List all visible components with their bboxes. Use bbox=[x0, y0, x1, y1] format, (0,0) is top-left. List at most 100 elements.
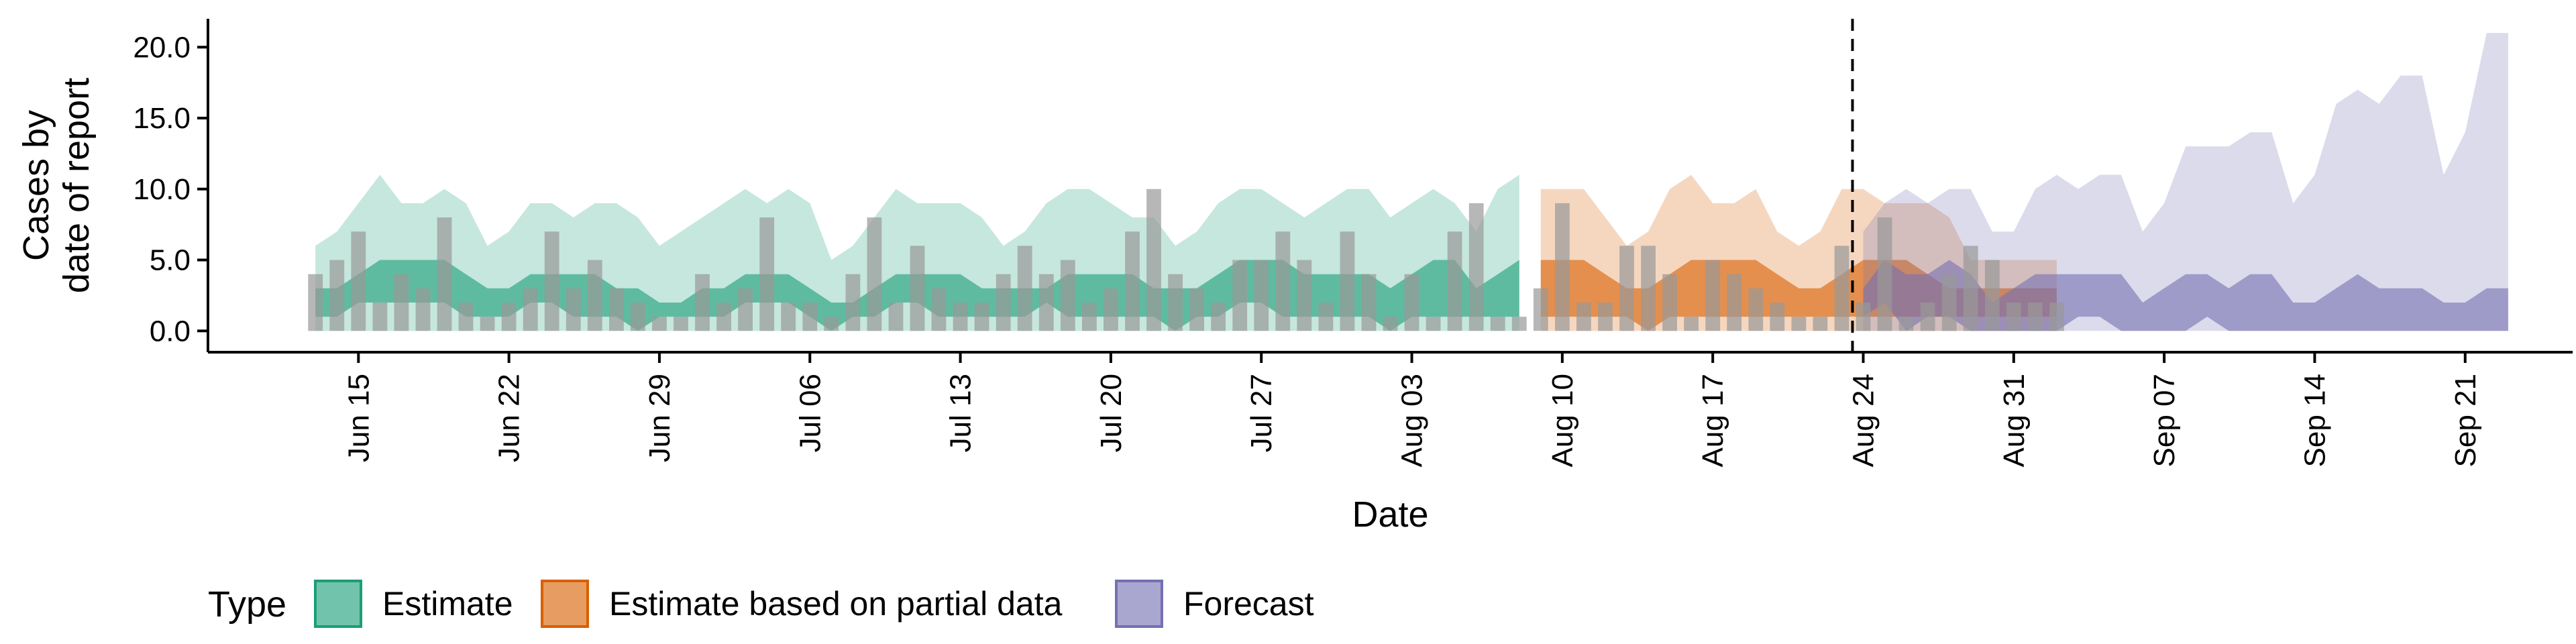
report-bar bbox=[1705, 260, 1721, 331]
report-bar bbox=[996, 274, 1011, 331]
x-tick-label: Jun 22 bbox=[493, 374, 526, 462]
x-tick-label: Sep 14 bbox=[2299, 374, 2332, 467]
legend: Type Estimate Estimate based on partial d… bbox=[208, 580, 1314, 628]
legend-title: Type bbox=[208, 584, 286, 625]
report-bar bbox=[1468, 203, 1484, 331]
x-tick-label: Aug 10 bbox=[1546, 374, 1579, 467]
report-bar bbox=[845, 274, 861, 331]
report-bar bbox=[1576, 303, 1591, 331]
legend-label-partial: Estimate based on partial data bbox=[609, 585, 1063, 623]
report-bar bbox=[974, 303, 989, 331]
x-tick-label: Jun 15 bbox=[342, 374, 375, 462]
report-bar bbox=[1813, 317, 1828, 331]
report-bar bbox=[631, 303, 645, 331]
report-bar bbox=[1361, 274, 1377, 331]
x-axis-ticks: Jun 15 Jun 22 Jun 29 Jul 06 Jul 13 Jul 20 Jul … bbox=[342, 352, 2482, 467]
report-bar bbox=[1727, 274, 1742, 331]
report-bar bbox=[1898, 317, 1914, 331]
legend-swatch-estimate bbox=[314, 580, 362, 628]
legend-label-estimate: Estimate bbox=[382, 585, 513, 623]
report-bar bbox=[1038, 274, 1054, 331]
report-bar bbox=[1082, 303, 1097, 331]
report-bar bbox=[2049, 303, 2064, 331]
report-bar bbox=[910, 246, 925, 331]
report-bar bbox=[523, 288, 538, 331]
y-tick-label: 15.0 bbox=[133, 102, 191, 135]
report-bar bbox=[437, 217, 452, 331]
report-bar bbox=[716, 303, 731, 331]
report-bar bbox=[458, 303, 474, 331]
report-bar bbox=[1877, 217, 1892, 331]
report-bar bbox=[1555, 203, 1570, 331]
legend-swatch-partial bbox=[541, 580, 589, 628]
y-axis-title-line-1: Cases by bbox=[16, 110, 56, 261]
report-bar bbox=[1963, 246, 1978, 331]
report-bar bbox=[1017, 246, 1032, 331]
bar-layer bbox=[308, 189, 2064, 331]
forecast-inner-band bbox=[1863, 260, 2508, 331]
legend-swatch-forecast bbox=[1115, 580, 1163, 628]
report-bar bbox=[415, 288, 431, 331]
y-tick-label: 10.0 bbox=[133, 173, 191, 206]
x-tick-label: Aug 31 bbox=[1998, 374, 2031, 467]
legend-label-forecast: Forecast bbox=[1183, 585, 1314, 623]
report-bar bbox=[1211, 303, 1226, 331]
report-bar bbox=[566, 288, 581, 331]
y-tick-label: 5.0 bbox=[150, 244, 191, 277]
report-bar bbox=[1748, 288, 1764, 331]
report-bar bbox=[1662, 274, 1677, 331]
report-bar bbox=[544, 231, 559, 331]
report-bar bbox=[1684, 317, 1699, 331]
forecast-outer-band bbox=[1863, 33, 2508, 331]
x-tick-label: Jun 29 bbox=[643, 374, 676, 462]
report-bar bbox=[480, 317, 495, 331]
report-bar bbox=[888, 303, 904, 331]
report-bar bbox=[1060, 260, 1075, 331]
report-bar bbox=[308, 274, 323, 331]
report-bar bbox=[1941, 274, 1957, 331]
x-tick-label: Sep 21 bbox=[2449, 374, 2482, 467]
report-bar bbox=[674, 317, 688, 331]
report-bar bbox=[1426, 317, 1441, 331]
report-bar bbox=[1125, 231, 1140, 331]
report-bar bbox=[1598, 303, 1613, 331]
report-bar bbox=[1275, 231, 1291, 331]
report-bar bbox=[1834, 246, 1849, 331]
report-bar bbox=[1770, 303, 1785, 331]
x-tick-label: Jul 06 bbox=[794, 374, 826, 452]
report-bar bbox=[802, 303, 818, 331]
report-bar bbox=[652, 317, 667, 331]
report-bar bbox=[824, 317, 839, 331]
report-bar bbox=[1447, 231, 1462, 331]
x-tick-label: Aug 17 bbox=[1697, 374, 1729, 467]
report-bar bbox=[329, 260, 345, 331]
report-bar bbox=[2028, 303, 2043, 331]
report-bar bbox=[931, 288, 947, 331]
report-bar bbox=[1920, 303, 1935, 331]
x-tick-label: Jul 20 bbox=[1095, 374, 1128, 452]
report-bar bbox=[1254, 260, 1269, 331]
report-bar bbox=[1318, 303, 1334, 331]
report-bar bbox=[1511, 317, 1527, 331]
report-bar bbox=[1104, 288, 1118, 331]
report-bar bbox=[1856, 303, 1871, 331]
report-bar bbox=[587, 260, 602, 331]
y-tick-label: 20.0 bbox=[133, 31, 191, 64]
report-bar bbox=[759, 217, 775, 331]
report-bar bbox=[1984, 260, 2000, 331]
y-tick-label: 0.0 bbox=[150, 315, 191, 347]
report-bar bbox=[1383, 317, 1398, 331]
report-bar bbox=[695, 274, 710, 331]
report-bar bbox=[372, 303, 388, 331]
x-axis-title: Date bbox=[1352, 494, 1428, 535]
report-bar bbox=[351, 231, 366, 331]
report-bar bbox=[501, 303, 517, 331]
report-bar bbox=[609, 288, 624, 331]
report-bar bbox=[1168, 274, 1183, 331]
report-bar bbox=[2006, 303, 2021, 331]
report-bar bbox=[1146, 189, 1161, 331]
y-axis-title-line-2: date of report bbox=[56, 78, 97, 293]
report-bar bbox=[1533, 288, 1548, 331]
